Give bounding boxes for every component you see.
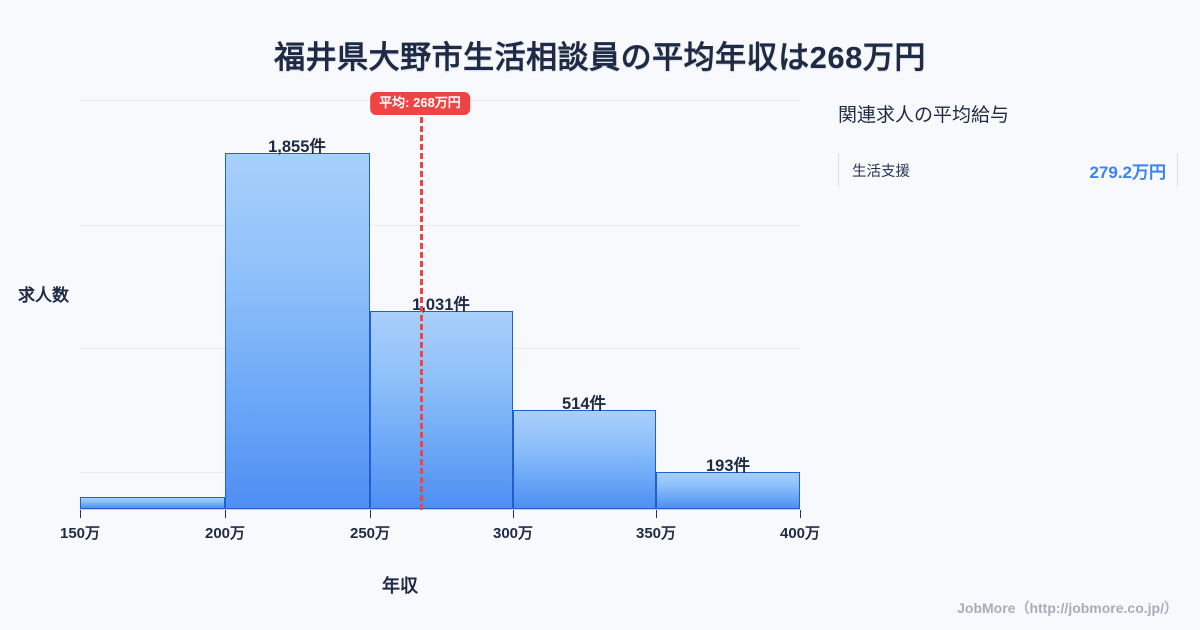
- x-axis-tick-label: 250万: [349, 525, 391, 542]
- related-salary-panel: 関連求人の平均給与 生活支援 279.2万円: [838, 100, 1178, 187]
- x-axis-title: 年収: [382, 576, 418, 596]
- bar-value-label: 1,031件: [412, 296, 470, 314]
- related-salary-title: 関連求人の平均給与: [838, 105, 1010, 126]
- y-axis-title: 求人数: [18, 286, 69, 305]
- x-axis-tick: [225, 510, 226, 518]
- x-axis-tick-label: 300万: [492, 525, 534, 542]
- bar-value-label: 514件: [561, 395, 607, 413]
- x-axis-tick: [800, 510, 801, 518]
- histogram-bar[interactable]: [656, 472, 800, 509]
- gridline: [80, 225, 800, 226]
- histogram-bar[interactable]: [370, 311, 513, 509]
- x-axis-tick-label: 150万: [59, 525, 101, 542]
- histogram-bar[interactable]: [80, 497, 225, 509]
- footer-attribution: JobMore（http://jobmore.co.jp/）: [957, 600, 1178, 616]
- bar-value-label: 1,855件: [268, 138, 326, 156]
- related-salary-row[interactable]: 生活支援 279.2万円: [838, 153, 1178, 187]
- histogram-bar[interactable]: [225, 153, 370, 509]
- histogram-bar[interactable]: [513, 410, 656, 509]
- x-axis-tick: [513, 510, 514, 518]
- x-axis-tick-label: 350万: [635, 525, 677, 542]
- x-axis-tick: [656, 510, 657, 518]
- x-axis-tick: [80, 510, 81, 518]
- mean-line: [420, 117, 423, 510]
- x-axis-tick: [370, 510, 371, 518]
- x-axis-baseline: [80, 509, 800, 510]
- page-title: 福井県大野市生活相談員の平均年収は268万円: [274, 40, 926, 75]
- x-axis-tick-label: 400万: [779, 525, 821, 542]
- mean-badge: 平均: 268万円: [370, 92, 470, 116]
- bar-value-label: 193件: [705, 457, 751, 475]
- plot-area: 1,855件 1,031件 514件 193件 平均: 268万円: [80, 92, 801, 518]
- related-salary-row-label: 生活支援: [852, 163, 910, 180]
- related-salary-row-value: 279.2万円: [1089, 162, 1166, 182]
- x-axis-tick-label: 200万: [204, 525, 246, 542]
